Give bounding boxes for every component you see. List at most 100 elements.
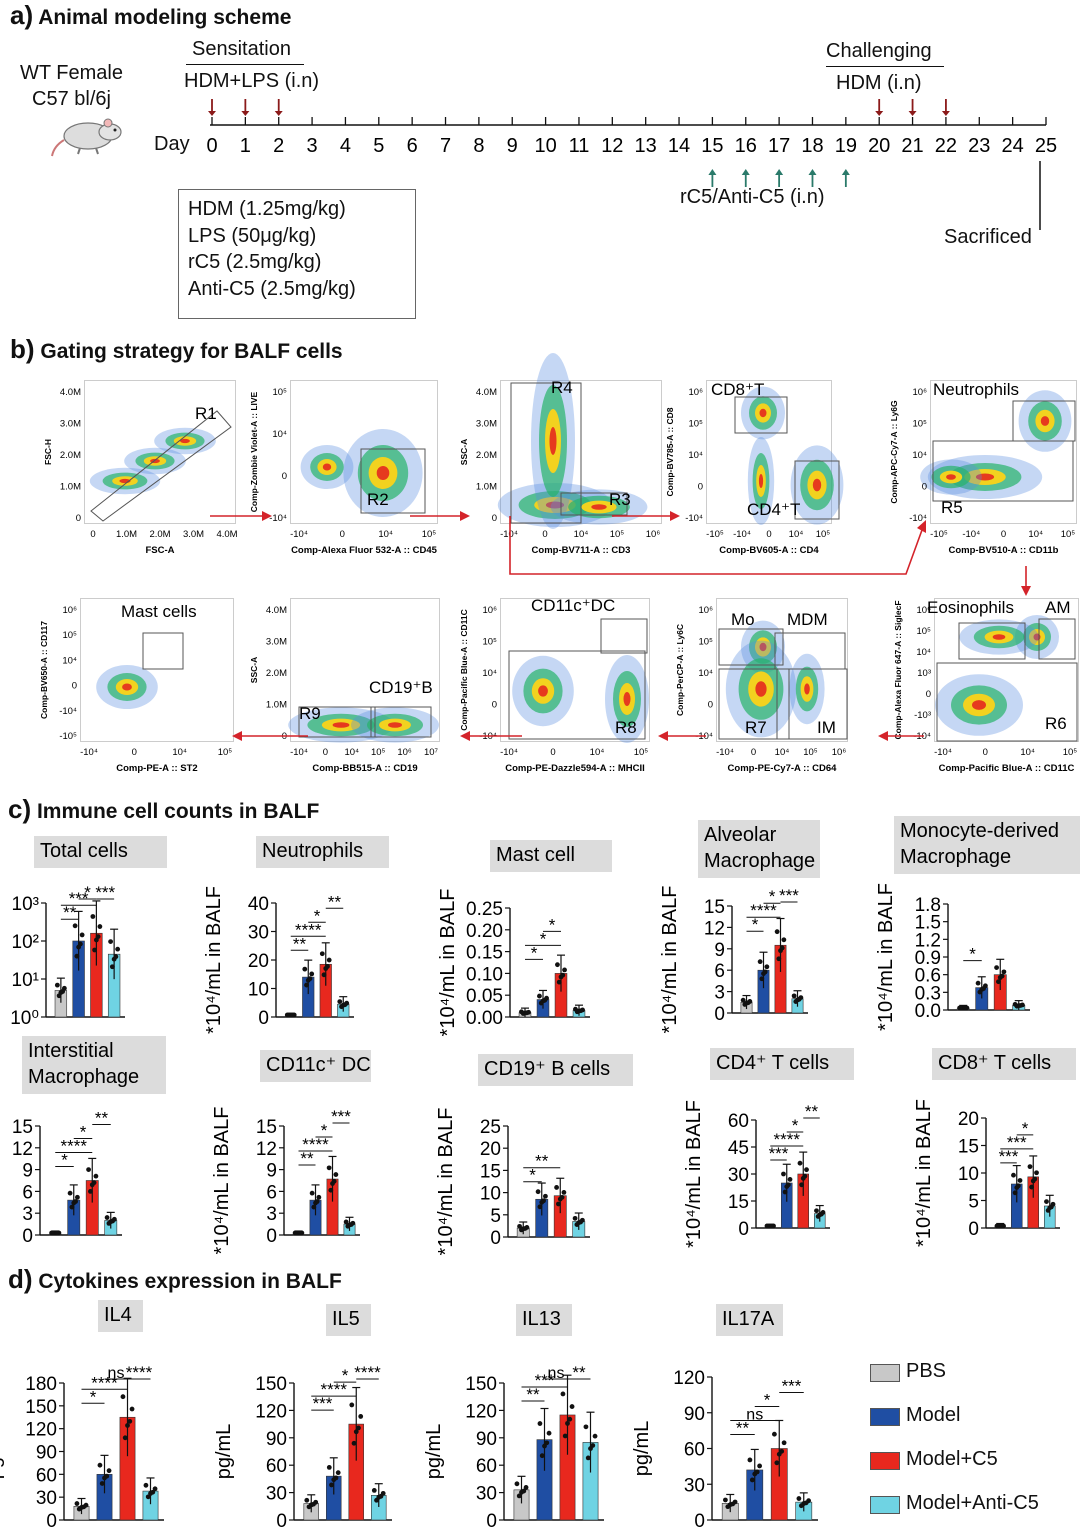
y-tick-label: -10⁴ bbox=[909, 513, 927, 524]
day-number: 23 bbox=[968, 135, 990, 157]
day-number: 9 bbox=[507, 135, 518, 157]
population-max bbox=[804, 683, 810, 695]
data-point bbox=[1001, 1223, 1006, 1229]
y-tick-label: 10⁰ bbox=[10, 1008, 39, 1029]
data-point bbox=[339, 1004, 344, 1010]
bar-model bbox=[67, 1199, 81, 1236]
y-tick-label: 0 bbox=[926, 689, 931, 700]
bar-model bbox=[72, 940, 85, 1018]
significance-label: ** bbox=[293, 934, 307, 953]
y-tick-label: 0 bbox=[276, 1511, 287, 1530]
data-point bbox=[759, 976, 765, 982]
y-tick-label: 10⁶ bbox=[917, 605, 932, 616]
section-c-letter: c) bbox=[8, 794, 32, 824]
chart-title: Macrophage bbox=[900, 846, 1011, 868]
data-point bbox=[305, 977, 311, 983]
significance-label: * bbox=[752, 915, 759, 934]
legend-swatch-pbs bbox=[870, 1364, 900, 1382]
y-tick-label: 0 bbox=[266, 1226, 277, 1247]
y-axis-label: SSC-A bbox=[249, 657, 259, 683]
x-tick-label: -10⁴ bbox=[962, 529, 980, 540]
data-point bbox=[538, 1000, 544, 1006]
y-tick-label: 0 bbox=[72, 681, 77, 692]
data-point bbox=[127, 1418, 133, 1424]
y-tick-label: 5 bbox=[490, 1206, 501, 1227]
data-point bbox=[1017, 1178, 1023, 1183]
flow-panel-2: R2 -10⁴ 0 10⁴ 10⁵ Comp-Alexa Fluor 532-A :: C… bbox=[249, 380, 438, 556]
data-point bbox=[749, 1477, 755, 1483]
bar-pbs bbox=[513, 1489, 530, 1521]
chart-title: Total cells bbox=[40, 840, 128, 862]
bar-model-anti-c5 bbox=[142, 1490, 159, 1521]
day-number: 7 bbox=[440, 135, 451, 157]
data-point bbox=[537, 993, 542, 999]
data-point bbox=[308, 1502, 314, 1508]
data-point bbox=[56, 1230, 62, 1236]
y-tick-label: 180 bbox=[25, 1374, 57, 1395]
population-max bbox=[591, 504, 607, 510]
dosing-arrow-head bbox=[274, 111, 283, 116]
significance-label: **** bbox=[321, 1380, 348, 1399]
data-point bbox=[796, 1496, 802, 1501]
bar-pbs bbox=[284, 1016, 297, 1018]
data-point bbox=[86, 1167, 91, 1172]
y-axis-label: Comp-Pacific Blue-A :: CD11C bbox=[459, 609, 469, 731]
treatment-arrow-head bbox=[808, 169, 817, 175]
gating-arrow-head bbox=[460, 731, 470, 741]
population-max bbox=[376, 466, 390, 480]
population-max bbox=[388, 722, 402, 728]
x-tick-label: -10⁴ bbox=[934, 747, 952, 758]
data-point bbox=[815, 1214, 821, 1219]
day-number: 14 bbox=[668, 135, 690, 157]
bar-model-anti-c5 bbox=[337, 1003, 350, 1018]
data-point bbox=[93, 1173, 99, 1179]
data-point bbox=[297, 1230, 303, 1236]
gate-label: CD19⁺B bbox=[369, 678, 433, 697]
y-axis-label: Comp-Alexa Fluor 647-A :: SiglecF bbox=[893, 600, 903, 739]
data-point bbox=[350, 1220, 356, 1226]
data-point bbox=[331, 1178, 337, 1184]
data-point bbox=[1034, 1170, 1039, 1176]
data-point bbox=[284, 1012, 290, 1018]
data-point bbox=[110, 1218, 115, 1224]
significance-label: **** bbox=[61, 1137, 88, 1156]
data-point bbox=[521, 1488, 527, 1494]
significance-label: * bbox=[540, 929, 547, 948]
x-tick-label: 10⁵ bbox=[422, 529, 437, 540]
data-point bbox=[565, 1420, 570, 1426]
data-point bbox=[801, 1501, 807, 1506]
data-point bbox=[58, 990, 64, 995]
population-max bbox=[180, 438, 190, 444]
y-tick-label: 15 bbox=[704, 897, 725, 918]
y-tick-label: 0.20 bbox=[466, 921, 503, 942]
bar-model bbox=[975, 987, 989, 1011]
data-point bbox=[1045, 1208, 1051, 1213]
flow-panel-10: Eosinophils AM R6 -10⁴ 0 10⁴ 10⁵ Comp-Pacific B… bbox=[893, 598, 1079, 774]
x-tick-label: 1.0M bbox=[116, 529, 137, 540]
day-number: 2 bbox=[273, 135, 284, 157]
day-number: 18 bbox=[801, 135, 823, 157]
x-tick-label: 10⁷ bbox=[424, 747, 439, 758]
data-point bbox=[307, 976, 313, 982]
bar-model-anti-c5 bbox=[107, 953, 121, 1018]
y-tick-label: 45 bbox=[728, 1138, 749, 1159]
chart-title: IL4 bbox=[104, 1304, 132, 1326]
y-axis-title: pg/mL bbox=[213, 1424, 235, 1480]
data-point bbox=[722, 1497, 728, 1503]
y-axis-label: Comp-BV650-A :: CD117 bbox=[39, 621, 49, 719]
data-point bbox=[380, 1490, 386, 1496]
y-tick-label: 120 bbox=[673, 1368, 705, 1389]
y-tick-label: 0 bbox=[46, 1511, 57, 1530]
data-point bbox=[60, 989, 66, 994]
x-tick-label: 10⁵ bbox=[803, 747, 818, 758]
bar-pbs bbox=[764, 1227, 776, 1229]
data-point bbox=[344, 1000, 350, 1006]
bar-model bbox=[746, 1469, 764, 1521]
y-tick-label: 1.0M bbox=[266, 700, 287, 711]
chart-title-bg bbox=[710, 1048, 854, 1080]
data-point bbox=[588, 1446, 593, 1451]
y-axis-title: *10⁴/mL in BALF bbox=[435, 1108, 457, 1256]
y-tick-label: 0.00 bbox=[466, 1008, 503, 1029]
data-point bbox=[544, 1440, 550, 1446]
